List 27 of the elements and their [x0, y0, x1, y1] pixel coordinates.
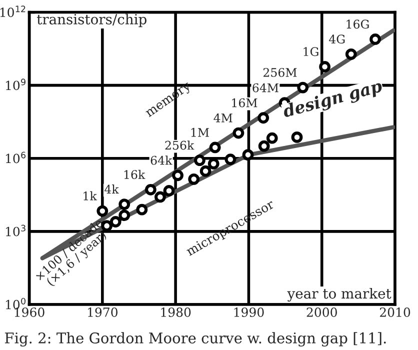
annotation: 1M — [191, 128, 209, 137]
annotation: 1G — [304, 47, 318, 56]
y-tick-label: 10$^{3}$ — [6, 224, 26, 236]
x-tick-label: 2010 — [380, 308, 410, 317]
x-tick-label: 2000 — [306, 308, 337, 317]
annotation: 64k — [150, 156, 172, 165]
x-tick-label: 1960 — [14, 308, 44, 317]
annotation: 16M — [232, 98, 258, 108]
y-tick-label: 10$^{9}$ — [6, 78, 26, 90]
annotation: 4M — [214, 113, 232, 122]
annotation: 1k — [84, 191, 97, 200]
y-tick-label: 10$^{12}$ — [0, 6, 26, 18]
annotation: 256M — [263, 68, 297, 77]
x-tick-label: 1990 — [234, 308, 264, 317]
annotation: 4k — [104, 184, 119, 194]
x-tick-label: 1980 — [161, 308, 191, 317]
y-tick-label: 10$^{6}$ — [6, 152, 26, 164]
x-axis-title: year to market — [287, 288, 392, 302]
y-axis-title: transistors/chip — [36, 14, 146, 28]
annotation: 4G — [328, 34, 345, 44]
x-tick-label: 1970 — [88, 308, 118, 317]
annotation: 256k — [165, 140, 194, 150]
annotation: design gap — [282, 78, 384, 121]
annotation: 16G — [346, 20, 369, 29]
annotation: 64M — [252, 83, 278, 92]
caption: Fig. 2: The Gordon Moore curve w. design gap [11]. — [4, 332, 386, 346]
annotation: 16k — [124, 170, 146, 180]
